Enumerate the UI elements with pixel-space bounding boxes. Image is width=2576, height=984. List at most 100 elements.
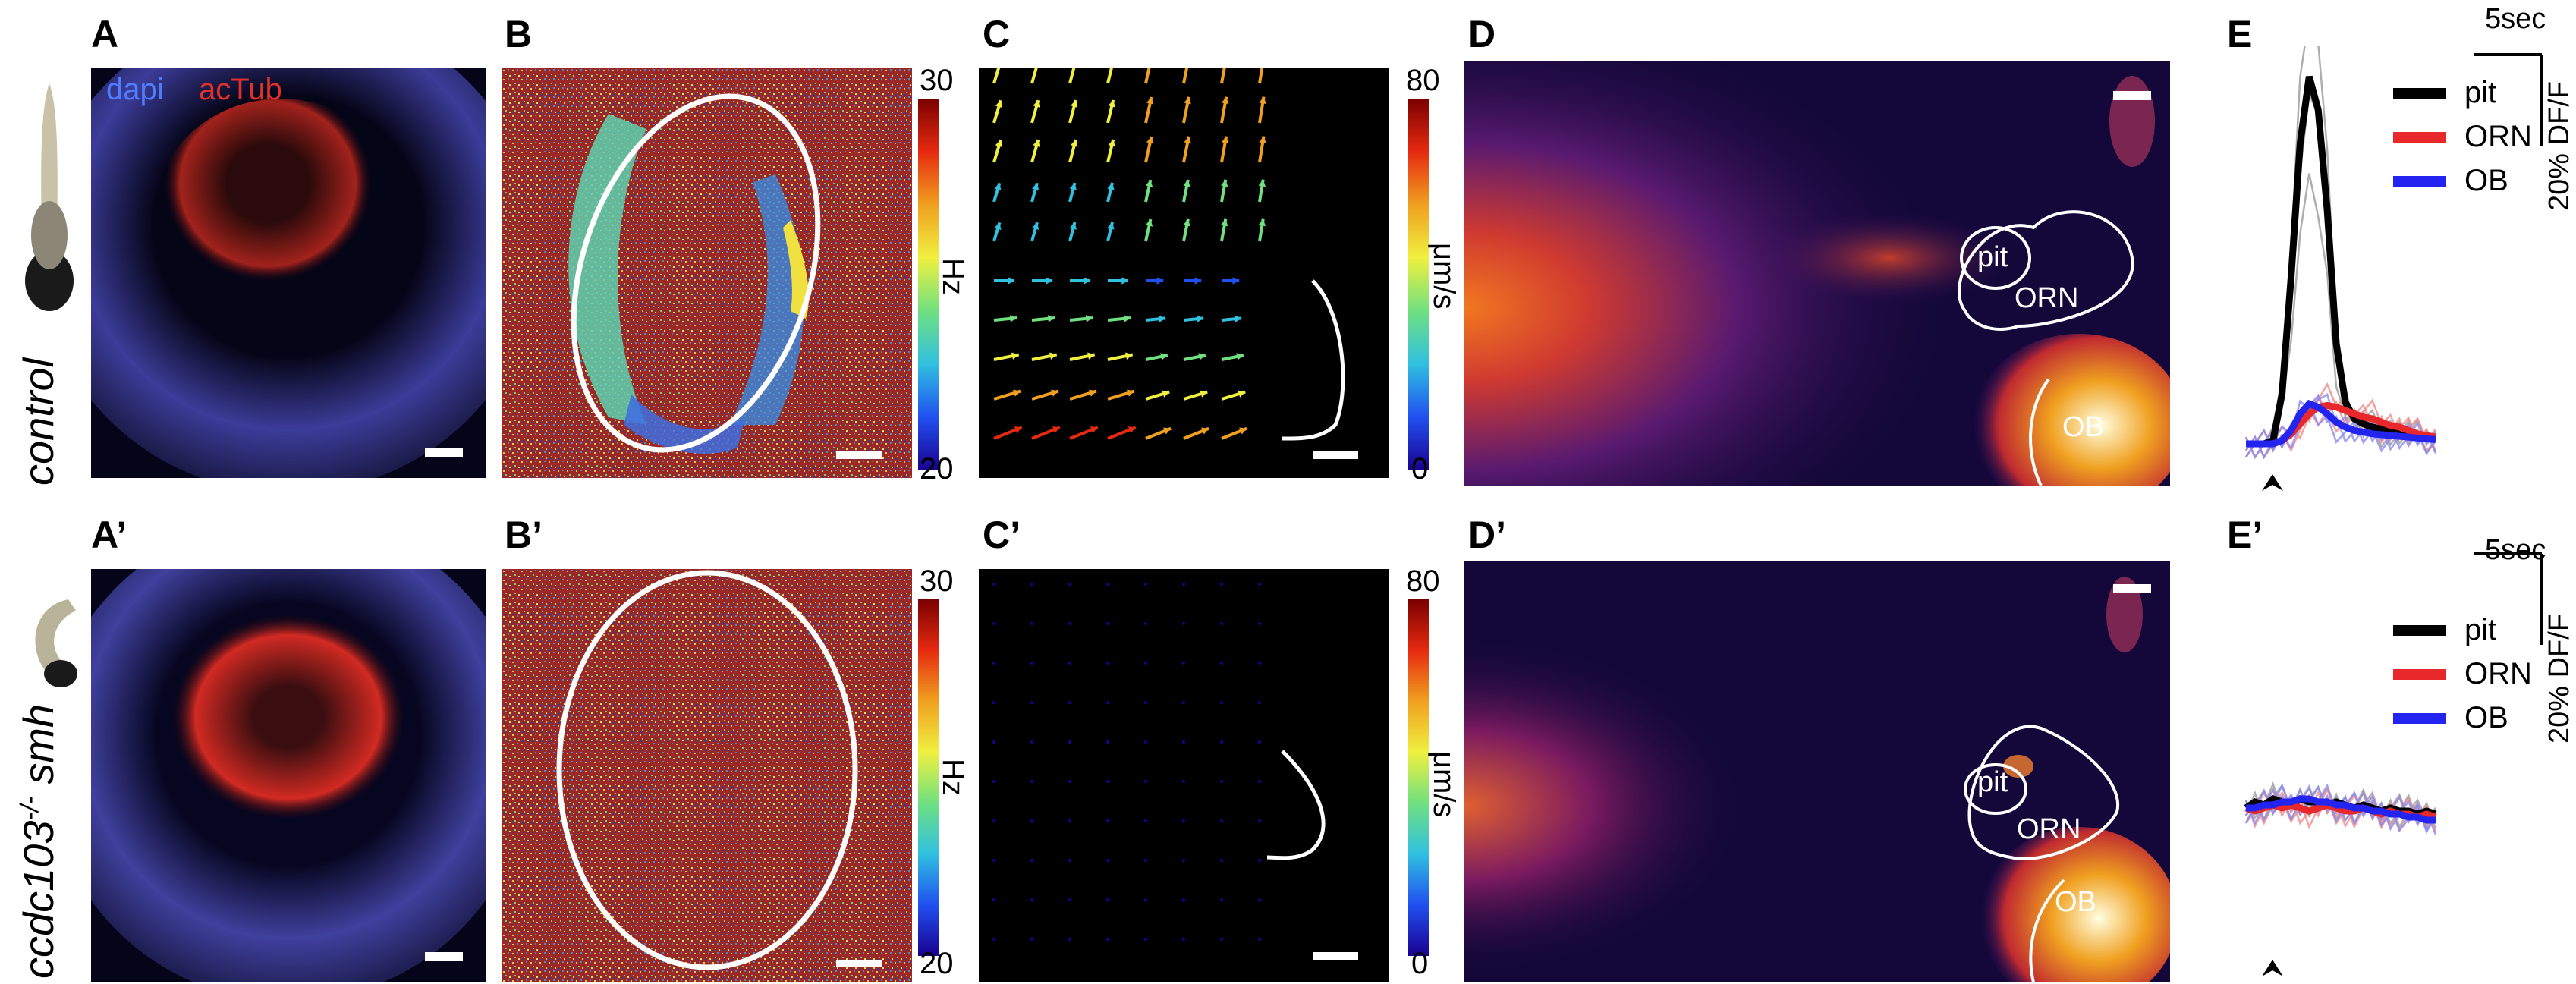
flow-arrow (1182, 701, 1185, 704)
region-orn-d: ORN (2015, 282, 2079, 314)
legend-item-pit: pit (2393, 76, 2496, 110)
flow-arrow-head (1258, 179, 1266, 187)
flow-arrow-head (994, 222, 1002, 231)
trace-mean (2246, 795, 2436, 824)
flow-arrow-head (1163, 427, 1172, 435)
flow-arrow (992, 740, 995, 744)
flow-arrow (1030, 622, 1033, 625)
flow-arrow (1144, 701, 1147, 704)
flow-arrow (1220, 68, 1226, 84)
flow-arrow (992, 68, 1001, 84)
flow-arrow-head (1070, 99, 1078, 108)
flow-arrow (1106, 701, 1109, 704)
flow-arrow (1068, 780, 1071, 783)
flow-arrow (1182, 859, 1185, 862)
stimulus-arrowhead (2262, 474, 2283, 491)
flow-arrow (1220, 740, 1223, 744)
trace-mean (2246, 399, 2436, 448)
flow-arrow-head (1184, 136, 1191, 144)
pit-outline (1282, 279, 1345, 441)
legend-swatch-orn (2393, 131, 2446, 143)
flow-arrow-head (1196, 315, 1204, 323)
panel-label-a-prime: A’ (91, 514, 127, 556)
flow-arrow-head (1259, 136, 1266, 143)
flow-arrow (1220, 898, 1223, 901)
panel-d-image (1464, 61, 2170, 486)
scale-bar (1313, 952, 1358, 960)
flow-arrow-head (1089, 389, 1096, 397)
flow-arrow (1068, 898, 1071, 901)
flow-arrow (1258, 938, 1261, 941)
flow-arrow (1106, 622, 1109, 625)
panel-label-d-prime: D’ (1468, 514, 1506, 556)
panel-label-c-prime: C’ (983, 514, 1021, 556)
flow-arrow-head (1049, 352, 1057, 360)
flow-arrow-head (1033, 140, 1040, 147)
flow-arrow-head (994, 183, 1002, 191)
panel-d-prime-image (1464, 561, 2170, 982)
flow-arrow-head (1052, 426, 1060, 434)
stain-dapi: dapi (106, 73, 164, 106)
flow-arrow-head (1107, 222, 1115, 230)
flow-arrow-head (1220, 179, 1228, 187)
flow-arrow (1030, 819, 1033, 822)
flow-arrow-head (1047, 315, 1055, 322)
colorbar-b-prime-unit: Hz (936, 759, 970, 796)
flow-arrow-head (1145, 218, 1153, 227)
panel-e-prime-traces (2244, 552, 2543, 976)
colorbar-b-prime (918, 599, 939, 956)
flow-arrow (1030, 898, 1033, 901)
flow-arrow-head (1051, 389, 1058, 397)
panel-label-a: A (91, 13, 119, 55)
colorbar-c-prime-min: 0 (1411, 947, 1429, 980)
flow-arrow-head (1194, 277, 1202, 285)
colorbar-b-min: 20 (920, 452, 954, 486)
flow-arrow (1030, 780, 1033, 783)
flow-arrow-head (1184, 96, 1191, 105)
flow-arrow (1030, 662, 1033, 665)
flow-arrow (1106, 780, 1109, 783)
flow-arrow-head (1183, 218, 1190, 227)
flow-arrow-head (1069, 222, 1077, 230)
colorbar-b-max: 30 (920, 64, 954, 97)
panel-c-image (979, 68, 1389, 478)
flow-arrow (1144, 662, 1147, 665)
flow-arrow (1182, 662, 1185, 665)
flow-arrow (1068, 740, 1071, 744)
flow-arrow (1068, 68, 1076, 84)
flow-arrow (1068, 938, 1071, 941)
flow-arrow (992, 859, 995, 862)
flow-arrow-head (1009, 315, 1018, 322)
flow-arrow-head (1127, 389, 1134, 397)
flow-arrow-head (1084, 277, 1091, 285)
legend-item-orn: ORN (2393, 120, 2532, 154)
flow-arrow-head (1087, 352, 1095, 360)
flow-arrow-head (1259, 96, 1266, 104)
scale-bar (1313, 451, 1358, 459)
flow-arrow-head (1146, 136, 1154, 144)
flow-arrow-head (1162, 390, 1170, 398)
flow-arrow-head (1160, 353, 1168, 360)
stain-actub: acTub (199, 73, 282, 106)
flow-arrow (1068, 859, 1071, 862)
flow-arrow (1106, 898, 1109, 901)
time-scale-e: 5sec (2485, 3, 2546, 35)
flow-arrow (1030, 859, 1033, 862)
colorbar-b-prime-min: 20 (920, 947, 954, 980)
flow-arrow (1258, 740, 1261, 744)
larva-thumbnail-mutant (35, 599, 77, 687)
flow-arrow (1182, 938, 1185, 941)
row-label-mutant: ccdc103-/- smh (14, 703, 62, 979)
flow-arrow-head (1220, 218, 1228, 227)
flow-arrow (1106, 859, 1109, 862)
panel-label-d: D (1468, 13, 1496, 55)
flow-arrow (1106, 68, 1113, 84)
legend-item-ob: OB (2393, 164, 2508, 198)
flow-arrow (1144, 859, 1147, 862)
legend-item-ob-prime: OB (2393, 701, 2508, 735)
flow-arrow-head (1200, 390, 1208, 398)
region-pit-d: pit (1977, 241, 2008, 273)
flow-arrow (1182, 898, 1185, 901)
stimulus-arrowhead (2262, 960, 2283, 976)
panel-label-c: C (983, 13, 1011, 55)
